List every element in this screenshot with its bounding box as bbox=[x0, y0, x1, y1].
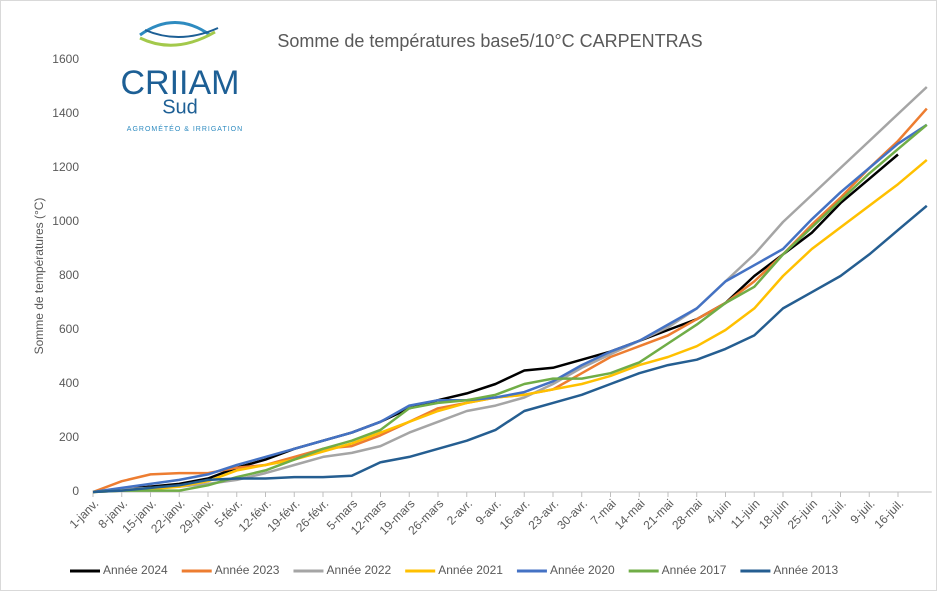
y-tick-label: 1000 bbox=[52, 214, 79, 228]
legend-label: Année 2024 bbox=[103, 563, 168, 577]
legend-label: Année 2021 bbox=[438, 563, 503, 577]
legend-label: Année 2023 bbox=[215, 563, 280, 577]
legend-label: Année 2020 bbox=[550, 563, 615, 577]
logo-sub: Sud bbox=[162, 96, 198, 118]
logo: CRIIAM Sud AGROMÉTÉO & IRRIGATION bbox=[121, 21, 243, 133]
y-axis-label: Somme de températures (°C) bbox=[32, 198, 46, 355]
series-line bbox=[92, 158, 928, 494]
series-line bbox=[92, 153, 899, 494]
series-line bbox=[92, 123, 928, 494]
y-tick-label: 400 bbox=[59, 376, 79, 390]
logo-tagline: AGROMÉTÉO & IRRIGATION bbox=[127, 124, 243, 133]
series-line bbox=[92, 204, 928, 494]
y-tick-label: 600 bbox=[59, 322, 79, 336]
logo-wave bbox=[139, 30, 216, 47]
legend-label: Année 2013 bbox=[773, 563, 838, 577]
y-tick-label: 200 bbox=[59, 430, 79, 444]
legend-label: Année 2022 bbox=[326, 563, 391, 577]
y-tick-label: 1600 bbox=[52, 52, 79, 66]
y-tick-label: 1200 bbox=[52, 160, 79, 174]
chart-title: Somme de températures base5/10°C CARPENT… bbox=[277, 31, 702, 51]
y-tick-label: 800 bbox=[59, 268, 79, 282]
y-tick-label: 1400 bbox=[52, 106, 79, 120]
legend-label: Année 2017 bbox=[662, 563, 727, 577]
y-tick-label: 0 bbox=[72, 484, 79, 498]
logo-name: CRIIAM bbox=[121, 64, 240, 102]
logo-wave bbox=[144, 27, 219, 39]
series-line bbox=[92, 86, 928, 494]
